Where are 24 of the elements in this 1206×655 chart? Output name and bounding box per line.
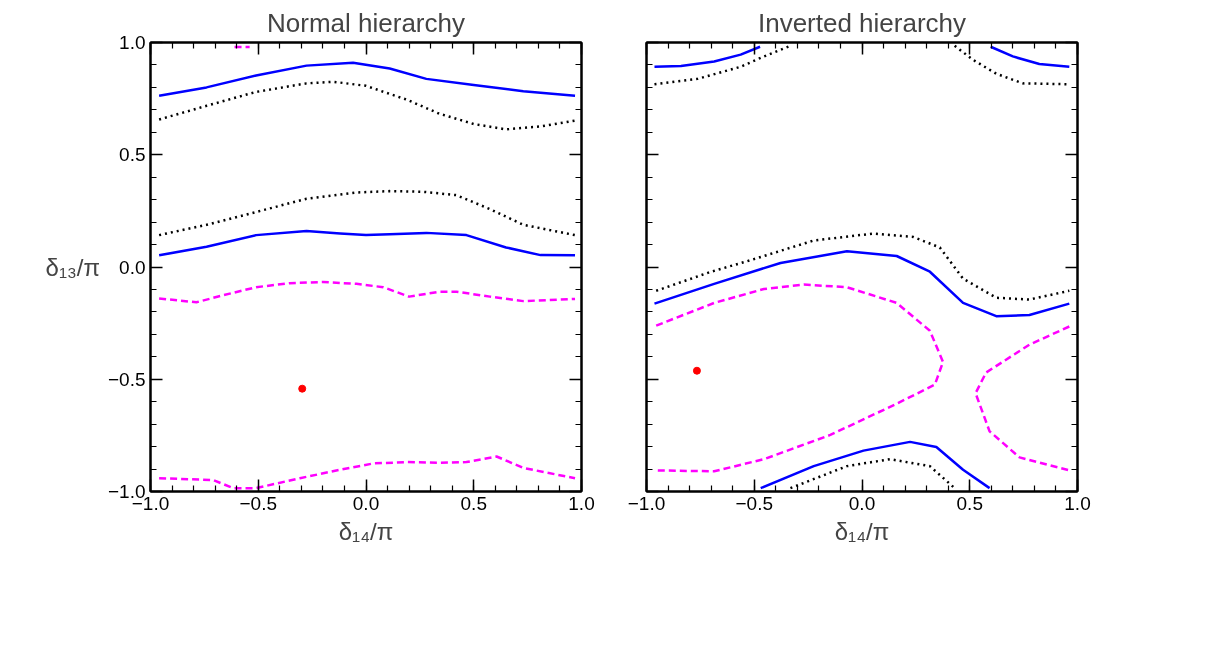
y-tick-label: 0.0: [119, 256, 146, 278]
line-series: [157, 280, 577, 304]
line-series: [157, 455, 577, 490]
y-axis-title: δ₁₃/π: [45, 253, 100, 281]
x-tick-label: 0.5: [956, 492, 983, 514]
y-tick-label: 1.0: [119, 32, 146, 53]
x-tick-label: 0.0: [352, 492, 380, 514]
x-tick-label: 0.5: [460, 492, 487, 514]
x-tick-label: −0.5: [239, 492, 278, 514]
y-tick-label: 0.5: [119, 144, 146, 166]
x-tick-label: −0.5: [735, 492, 774, 514]
line-series: [157, 80, 577, 131]
x-tick-label: 1.0: [568, 492, 595, 514]
x-tick-label: −1.0: [627, 492, 666, 514]
line-series: [157, 189, 577, 237]
chart-title: Normal hierarchy: [267, 7, 465, 38]
line-series: [157, 229, 577, 257]
y-tick-label: −0.5: [107, 368, 146, 390]
x-axis-title: δ₁₄/π: [338, 517, 394, 545]
line-series: [157, 61, 577, 97]
chart-title: Inverted hierarchy: [757, 7, 967, 38]
x-axis-title: δ₁₄/π: [834, 517, 890, 545]
x-tick-label: 0.0: [848, 492, 876, 514]
x-tick-label: 1.0: [1064, 492, 1091, 514]
